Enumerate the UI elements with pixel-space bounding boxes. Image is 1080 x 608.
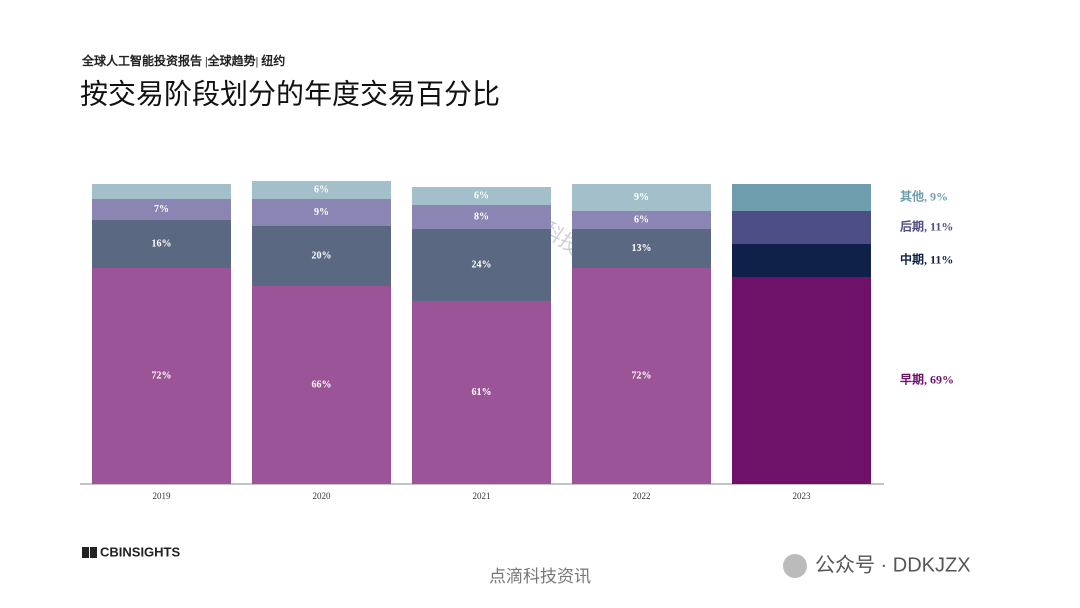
value-label: 7% <box>154 204 169 215</box>
legend-label: 其他, 9% <box>900 188 948 203</box>
account-icon <box>783 554 807 578</box>
bar-segment <box>572 229 711 268</box>
value-label: 6% <box>314 184 329 195</box>
x-tick-label: 2023 <box>793 491 812 501</box>
legend-label: 中期, 11% <box>900 251 953 266</box>
account: 公众号 · DDKJZX <box>815 553 971 576</box>
bar-segment <box>572 211 711 229</box>
bar-segment <box>412 187 551 205</box>
value-label: 6% <box>474 190 489 201</box>
value-label: 13% <box>632 243 652 254</box>
bar-segment <box>92 220 231 268</box>
x-tick-label: 2020 <box>313 491 332 501</box>
bar-segment <box>252 226 391 286</box>
legend-label: 早期, 69% <box>900 371 954 386</box>
bar-segment <box>572 268 711 484</box>
bar-segment <box>732 244 871 277</box>
bar-segment <box>412 301 551 484</box>
bar-segment <box>252 199 391 226</box>
x-tick-label: 2021 <box>473 491 491 501</box>
logo: CBINSIGHTS <box>100 544 181 559</box>
value-label: 20% <box>312 250 332 261</box>
x-tick-label: 2022 <box>633 491 651 501</box>
value-label: 16% <box>152 238 172 249</box>
bar-segment <box>732 184 871 211</box>
bar-segment <box>732 277 871 484</box>
chart-title: 按交易阶段划分的年度交易百分比 <box>80 78 500 110</box>
bar-segment <box>252 286 391 484</box>
logo-mark <box>82 547 97 558</box>
bar-segment <box>92 199 231 220</box>
value-label: 24% <box>472 259 492 270</box>
bar-segment <box>412 205 551 229</box>
bar-segment <box>412 229 551 301</box>
bar-segment <box>92 184 231 199</box>
bar-segment <box>572 184 711 211</box>
bar-segment <box>732 211 871 244</box>
bar-segment <box>252 181 391 199</box>
value-label: 9% <box>634 192 649 203</box>
x-tick-label: 2019 <box>153 491 172 501</box>
watermark: 点滴科技资讯 <box>489 567 591 586</box>
value-label: 61% <box>472 387 492 398</box>
value-label: 66% <box>312 379 332 390</box>
value-label: 72% <box>152 370 172 381</box>
value-label: 9% <box>314 207 329 218</box>
value-label: 72% <box>632 370 652 381</box>
legend-label: 后期, 11% <box>900 218 953 233</box>
bar-segment <box>92 268 231 484</box>
value-label: 6% <box>634 214 649 225</box>
chart-subtitle: 全球人工智能投资报告 |全球趋势| 纽约 <box>81 53 285 68</box>
value-label: 8% <box>474 211 489 222</box>
